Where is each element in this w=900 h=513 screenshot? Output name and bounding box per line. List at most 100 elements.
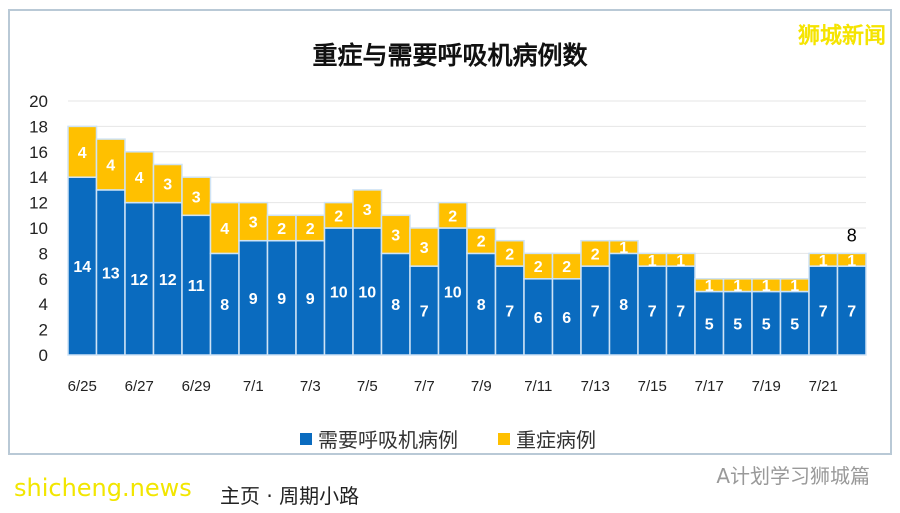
data-label: 8 (477, 297, 486, 314)
data-label: 2 (448, 208, 457, 225)
data-label: 2 (334, 208, 343, 225)
data-label: 3 (363, 202, 372, 219)
bar (67, 125, 98, 178)
data-label: 9 (277, 291, 286, 308)
legend-item-severe: 重症病例 (498, 424, 596, 453)
data-label: 5 (762, 316, 771, 333)
x-tick-label: 7/13 (581, 378, 610, 395)
data-label: 7 (648, 304, 657, 321)
data-label: 10 (444, 285, 462, 302)
y-tick-label: 18 (29, 117, 48, 136)
data-label: 1 (847, 253, 856, 270)
bar (152, 201, 183, 356)
x-tick-label: 7/5 (357, 378, 378, 395)
data-label: 7 (591, 304, 600, 321)
bar (181, 176, 212, 217)
legend-swatch (300, 432, 312, 445)
legend-item-ventilator: 需要呼吸机病例 (300, 424, 458, 453)
data-label: 1 (733, 278, 742, 295)
data-label: 12 (159, 272, 177, 289)
data-label: 6 (562, 310, 571, 327)
x-tick-label: 7/11 (524, 378, 552, 395)
total-annotation: 8 (847, 225, 857, 245)
x-tick-label: 7/9 (471, 378, 492, 395)
data-label: 5 (705, 316, 714, 333)
bar (181, 214, 212, 356)
legend-swatch (498, 432, 510, 445)
legend-label: 需要呼吸机病例 (318, 428, 458, 452)
y-tick-label: 20 (29, 92, 48, 111)
bar (323, 201, 354, 229)
data-label: 2 (277, 221, 286, 238)
y-tick-label: 16 (29, 143, 48, 162)
data-label: 2 (591, 246, 600, 263)
data-label: 7 (847, 304, 856, 321)
x-tick-label: 7/15 (638, 378, 667, 395)
bar (523, 278, 554, 356)
data-label: 8 (220, 297, 229, 314)
y-tick-label: 12 (29, 194, 48, 213)
y-tick-label: 14 (29, 168, 48, 187)
bar (779, 290, 810, 356)
data-label: 3 (420, 240, 429, 257)
data-label: 13 (102, 265, 120, 282)
data-label: 1 (819, 253, 828, 270)
bar (95, 138, 126, 191)
data-label: 1 (762, 278, 771, 295)
data-label: 9 (306, 291, 315, 308)
source-watermark: A计划学习狮城篇 (716, 464, 870, 488)
data-label: 5 (790, 316, 799, 333)
legend: 需要呼吸机病例 重症病例 (300, 424, 596, 453)
bar (209, 201, 240, 255)
data-label: 8 (619, 297, 628, 314)
x-tick-label: 7/21 (809, 378, 838, 395)
data-label: 1 (619, 240, 628, 257)
data-label: 4 (135, 170, 144, 187)
y-tick-label: 10 (29, 219, 48, 238)
x-tick-label: 7/3 (300, 378, 321, 395)
data-label: 10 (358, 285, 376, 302)
data-label: 1 (790, 278, 799, 295)
bar (266, 239, 297, 356)
data-label: 3 (163, 177, 172, 194)
data-label: 3 (391, 227, 400, 244)
x-tick-label: 7/17 (695, 378, 724, 395)
y-tick-label: 8 (39, 244, 48, 263)
x-tick-label: 6/25 (68, 378, 97, 395)
bar (551, 278, 582, 356)
bar (323, 227, 354, 356)
data-label: 3 (249, 215, 258, 232)
x-tick-label: 6/29 (182, 378, 211, 395)
data-label: 14 (73, 259, 91, 276)
legend-label: 重症病例 (516, 428, 596, 452)
y-tick-label: 6 (39, 270, 48, 289)
bar (608, 239, 639, 255)
data-label: 4 (106, 158, 115, 175)
data-label: 3 (192, 189, 201, 206)
data-label: 5 (733, 316, 742, 333)
bar (665, 265, 696, 356)
bar (580, 239, 611, 267)
footer-note: 主页 · 周期小路 (220, 484, 360, 508)
data-label: 10 (330, 285, 348, 302)
bar (608, 252, 639, 356)
data-label: 9 (249, 291, 258, 308)
data-label: 4 (78, 145, 87, 162)
data-label: 7 (505, 304, 514, 321)
brand-logo: 狮城新闻 (797, 24, 886, 49)
bar (466, 227, 497, 255)
bar (437, 227, 468, 356)
data-label: 6 (534, 310, 543, 327)
data-label: 2 (534, 259, 543, 276)
bar (808, 265, 839, 356)
x-tick-label: 7/1 (243, 378, 264, 395)
data-label: 11 (188, 278, 205, 295)
data-label: 12 (130, 272, 148, 289)
bar (751, 290, 782, 356)
bar (295, 239, 326, 356)
data-label: 1 (705, 278, 714, 295)
bar (409, 227, 440, 267)
data-label: 2 (562, 259, 571, 276)
data-label: 2 (505, 246, 514, 263)
